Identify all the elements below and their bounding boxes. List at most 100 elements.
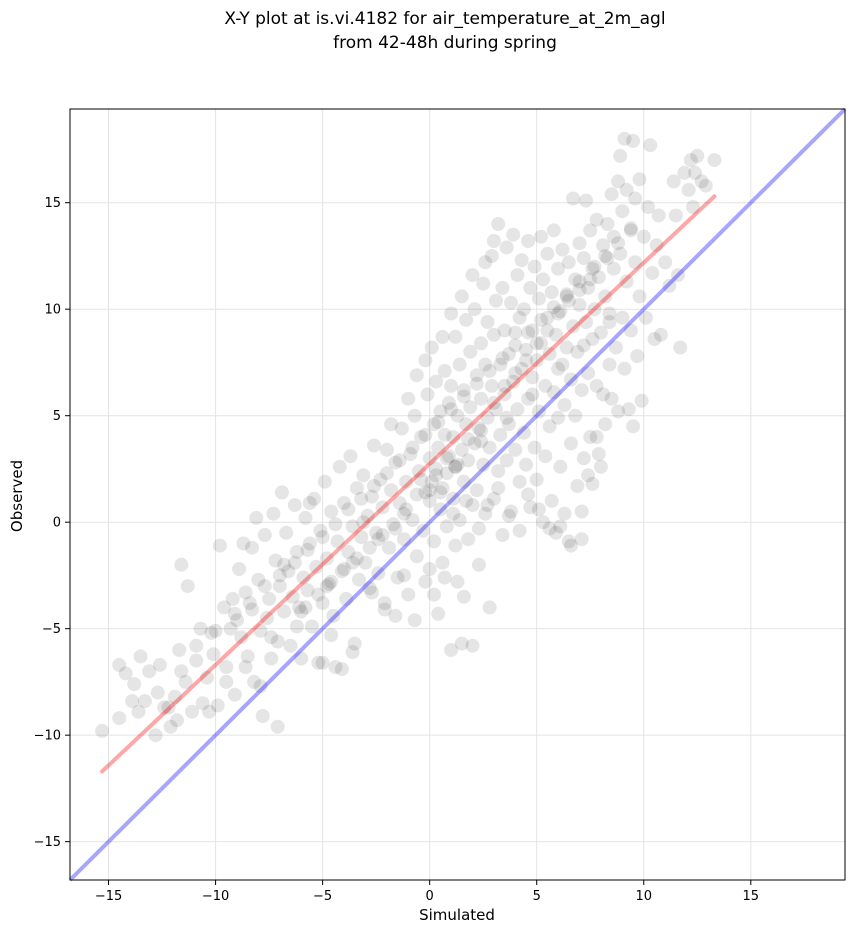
data-point xyxy=(493,427,508,442)
data-point xyxy=(600,217,615,231)
data-point xyxy=(531,404,546,419)
data-point xyxy=(311,655,326,670)
data-point xyxy=(444,402,459,417)
data-point xyxy=(200,670,214,685)
data-point xyxy=(439,466,454,481)
data-point xyxy=(529,472,544,487)
data-point xyxy=(418,427,433,442)
data-point xyxy=(401,587,416,602)
data-point xyxy=(561,255,576,270)
data-point xyxy=(371,566,386,581)
data-point xyxy=(649,238,664,253)
data-point xyxy=(677,165,692,180)
data-point xyxy=(621,402,636,417)
data-point xyxy=(544,493,559,508)
data-point xyxy=(587,302,602,317)
data-point xyxy=(234,630,249,645)
data-point xyxy=(193,621,208,636)
data-point xyxy=(521,487,536,502)
data-point xyxy=(210,698,225,713)
data-point xyxy=(626,419,641,434)
data-point xyxy=(277,557,292,572)
data-point xyxy=(461,532,476,547)
data-point xyxy=(570,344,585,359)
data-point xyxy=(606,229,621,244)
data-point xyxy=(268,553,283,568)
data-point xyxy=(172,643,187,657)
data-point xyxy=(604,391,619,406)
data-point xyxy=(302,536,317,551)
data-point xyxy=(375,528,390,542)
data-point xyxy=(315,655,330,670)
data-point xyxy=(489,293,503,308)
data-point xyxy=(399,502,414,517)
data-point xyxy=(270,634,285,649)
data-point xyxy=(289,545,304,559)
data-point xyxy=(587,259,602,274)
data-point xyxy=(632,172,647,187)
data-point xyxy=(341,502,356,517)
data-point xyxy=(444,378,459,393)
data-point xyxy=(422,562,437,576)
data-point xyxy=(272,579,287,594)
data-point xyxy=(523,500,538,515)
data-point xyxy=(478,506,493,521)
data-points xyxy=(95,131,722,743)
data-point xyxy=(311,587,326,602)
data-point xyxy=(180,579,195,594)
data-point xyxy=(514,361,529,376)
data-point xyxy=(414,472,429,487)
data-point xyxy=(482,600,497,615)
data-point xyxy=(448,538,463,553)
data-point xyxy=(521,391,536,406)
data-point xyxy=(611,404,626,419)
data-point xyxy=(469,376,484,391)
data-point xyxy=(551,261,566,276)
plot-frame xyxy=(69,108,846,881)
data-point xyxy=(433,502,448,517)
data-point xyxy=(491,481,506,496)
data-point xyxy=(334,662,349,677)
data-point xyxy=(414,430,429,444)
data-point xyxy=(546,385,561,400)
data-point xyxy=(572,274,587,289)
data-point xyxy=(437,364,452,378)
data-point xyxy=(441,395,456,410)
data-point xyxy=(375,500,390,515)
data-point xyxy=(559,340,574,355)
data-point xyxy=(510,402,525,417)
data-point xyxy=(379,466,394,481)
data-point xyxy=(619,274,634,289)
data-point xyxy=(467,302,482,317)
data-point xyxy=(519,457,533,472)
data-point xyxy=(527,440,542,455)
data-point xyxy=(448,329,463,344)
data-point xyxy=(504,295,518,310)
data-point xyxy=(628,191,643,206)
data-point xyxy=(555,242,570,257)
data-point xyxy=(499,410,514,425)
data-point xyxy=(255,709,270,723)
data-point xyxy=(536,515,551,530)
data-point xyxy=(463,400,478,415)
data-point xyxy=(354,530,369,545)
data-point xyxy=(388,455,403,470)
data-point xyxy=(289,619,304,634)
data-point xyxy=(561,293,576,308)
data-point xyxy=(529,336,544,351)
data-point xyxy=(497,387,512,402)
data-point xyxy=(300,542,315,557)
data-point xyxy=(371,532,386,547)
data-point xyxy=(382,540,396,555)
reference-lines xyxy=(68,107,847,882)
data-point xyxy=(409,368,424,383)
data-point xyxy=(418,574,433,589)
data-point xyxy=(264,630,279,645)
data-point xyxy=(549,525,563,540)
data-point xyxy=(521,234,536,248)
data-point xyxy=(459,417,474,432)
data-point xyxy=(512,310,527,325)
data-point xyxy=(435,329,450,344)
data-point xyxy=(362,540,377,555)
data-point xyxy=(643,138,658,153)
